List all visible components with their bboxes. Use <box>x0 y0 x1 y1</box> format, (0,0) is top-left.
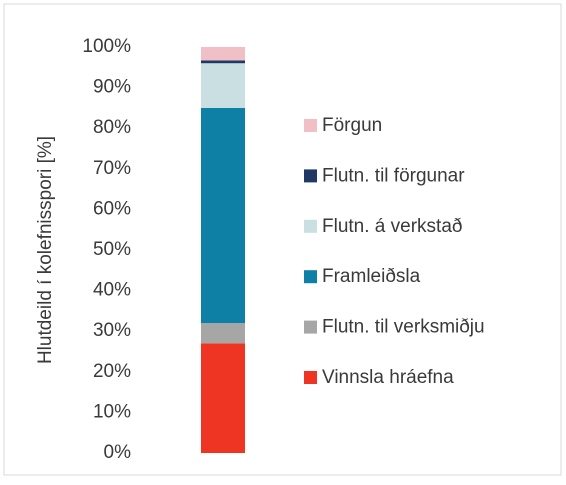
legend-label: Vinnsla hráefna <box>322 367 454 388</box>
legend-swatch <box>304 320 317 334</box>
y-tick-label: 40% <box>93 280 131 301</box>
y-tick-label: 90% <box>93 77 131 98</box>
y-tick-label: 60% <box>93 198 131 219</box>
bar-segment <box>201 63 245 108</box>
legend-swatch <box>304 219 317 233</box>
bar-segment <box>201 323 245 344</box>
y-tick-label: 10% <box>93 401 131 422</box>
legend-label: Framleiðsla <box>322 266 421 287</box>
legend-label: Flutn. til förgunar <box>322 165 465 186</box>
y-tick-label: 30% <box>93 320 131 341</box>
bar-segment <box>201 60 245 64</box>
y-tick-label: 100% <box>82 36 131 57</box>
y-tick-label: 70% <box>93 158 131 179</box>
y-tick-label: 0% <box>104 442 132 463</box>
legend-swatch <box>304 169 317 183</box>
legend-label: Förgun <box>322 115 382 136</box>
y-axis-label: Hlutdeild í kolefnisspori [%] <box>35 136 56 364</box>
bar-segment <box>201 107 245 324</box>
legend-swatch <box>304 371 317 384</box>
bar-segment <box>201 343 245 453</box>
y-tick-label: 80% <box>93 117 131 138</box>
legend-swatch <box>304 270 317 284</box>
legend-swatch <box>304 119 317 132</box>
legend-label: Flutn. á verkstað <box>322 216 462 237</box>
legend-label: Flutn. til verksmiðju <box>322 317 485 338</box>
y-tick-label: 50% <box>93 239 131 260</box>
chart-border <box>3 3 562 476</box>
y-tick-label: 20% <box>93 361 131 382</box>
bar-segment <box>201 47 245 61</box>
